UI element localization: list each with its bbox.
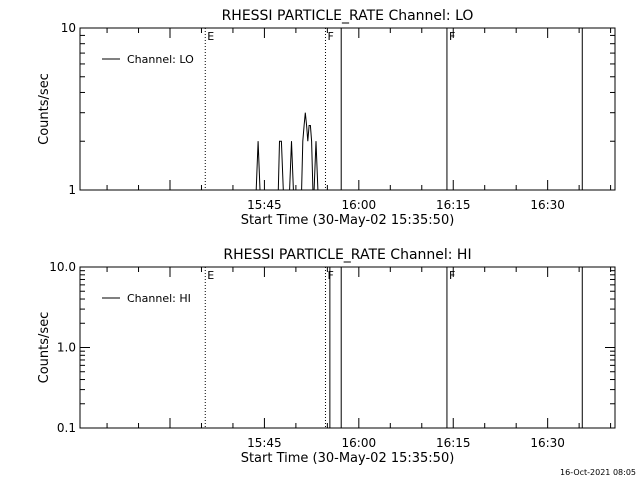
y-tick-label: 1.0 bbox=[57, 341, 76, 355]
x-tick-label: 16:00 bbox=[342, 198, 377, 212]
series-line bbox=[255, 112, 319, 191]
x-axis-label: Start Time (30-May-02 15:35:50) bbox=[241, 213, 455, 228]
event-marker-label: E bbox=[207, 30, 214, 43]
timestamp-label: 16-Oct-2021 08:05 bbox=[560, 468, 636, 477]
event-marker-label: F bbox=[449, 269, 455, 282]
legend-label: Channel: HI bbox=[127, 292, 191, 305]
x-tick-label: 16:15 bbox=[436, 436, 471, 450]
y-axis-label: Counts/sec bbox=[37, 312, 52, 384]
event-marker-label: F bbox=[449, 30, 455, 43]
chart-title: RHESSI PARTICLE_RATE Channel: LO bbox=[222, 8, 474, 24]
y-tick-label: 0.1 bbox=[57, 421, 76, 435]
y-tick-label: 10.0 bbox=[49, 260, 76, 274]
y-tick-label: 1 bbox=[68, 183, 76, 197]
event-marker-label: F bbox=[327, 30, 333, 43]
x-tick-label: 16:30 bbox=[530, 198, 565, 212]
x-tick-label: 16:30 bbox=[530, 436, 565, 450]
plot-frame bbox=[79, 27, 616, 191]
chart-panel-lo: RHESSI PARTICLE_RATE Channel: LO Start Ti… bbox=[37, 8, 616, 228]
event-marker-label: E bbox=[207, 269, 214, 282]
x-tick-label: 15:45 bbox=[247, 198, 282, 212]
chart-panel-hi: RHESSI PARTICLE_RATE Channel: HI Start Ti… bbox=[37, 247, 616, 466]
x-tick-label: 15:45 bbox=[247, 436, 282, 450]
y-axis-label: Counts/sec bbox=[37, 73, 52, 145]
chart-title: RHESSI PARTICLE_RATE Channel: HI bbox=[223, 247, 471, 263]
legend-label: Channel: LO bbox=[127, 53, 194, 66]
x-tick-label: 16:00 bbox=[342, 436, 377, 450]
y-tick-label: 10 bbox=[61, 21, 76, 35]
event-marker-label: F bbox=[327, 269, 333, 282]
x-tick-label: 16:15 bbox=[436, 198, 471, 212]
x-axis-label: Start Time (30-May-02 15:35:50) bbox=[241, 451, 455, 466]
